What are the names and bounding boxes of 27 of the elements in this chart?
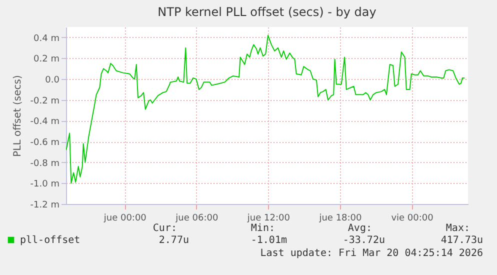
y-tick-label: -1.2 m — [30, 200, 60, 210]
y-tick-label: 0.2 m — [34, 54, 60, 65]
line-series — [66, 34, 466, 184]
text: Last update: Fri Mar 20 04:25:14 2026 — [260, 248, 483, 259]
text: 2.77u — [158, 235, 189, 246]
x-tick-label: jue 06:00 — [174, 214, 218, 224]
chart-title: NTP kernel PLL offset (secs) - by day — [158, 5, 376, 19]
x-tick-label: jue 12:00 — [246, 214, 290, 224]
text: Cur: — [152, 223, 177, 234]
x-tick-label: jue 18:00 — [318, 214, 362, 224]
x-tick-label: vie 00:00 — [391, 214, 434, 224]
text: Max: — [446, 223, 470, 234]
y-tick-label: -0.8 m — [30, 158, 60, 169]
text: -1.01m — [250, 235, 287, 246]
text: Avg: — [348, 223, 372, 234]
text: Min: — [250, 223, 275, 234]
y-tick-label: -0.4 m — [30, 117, 60, 128]
y-tick-label: -1.0 m — [30, 180, 60, 190]
y-tick-label: -0.6 m — [30, 138, 60, 148]
legend-label: pll-offset — [20, 235, 80, 246]
x-tick-label: jue 00:00 — [102, 214, 147, 224]
text: -33.72u — [342, 235, 385, 246]
y-tick-label: 0.0 — [45, 76, 60, 86]
y-tick-label: 0.4 m — [34, 34, 60, 44]
y-axis-title: PLL offset (secs) — [12, 75, 24, 157]
y-tick-label: -0.2 m — [30, 96, 60, 106]
text: 417.73u — [440, 235, 483, 246]
